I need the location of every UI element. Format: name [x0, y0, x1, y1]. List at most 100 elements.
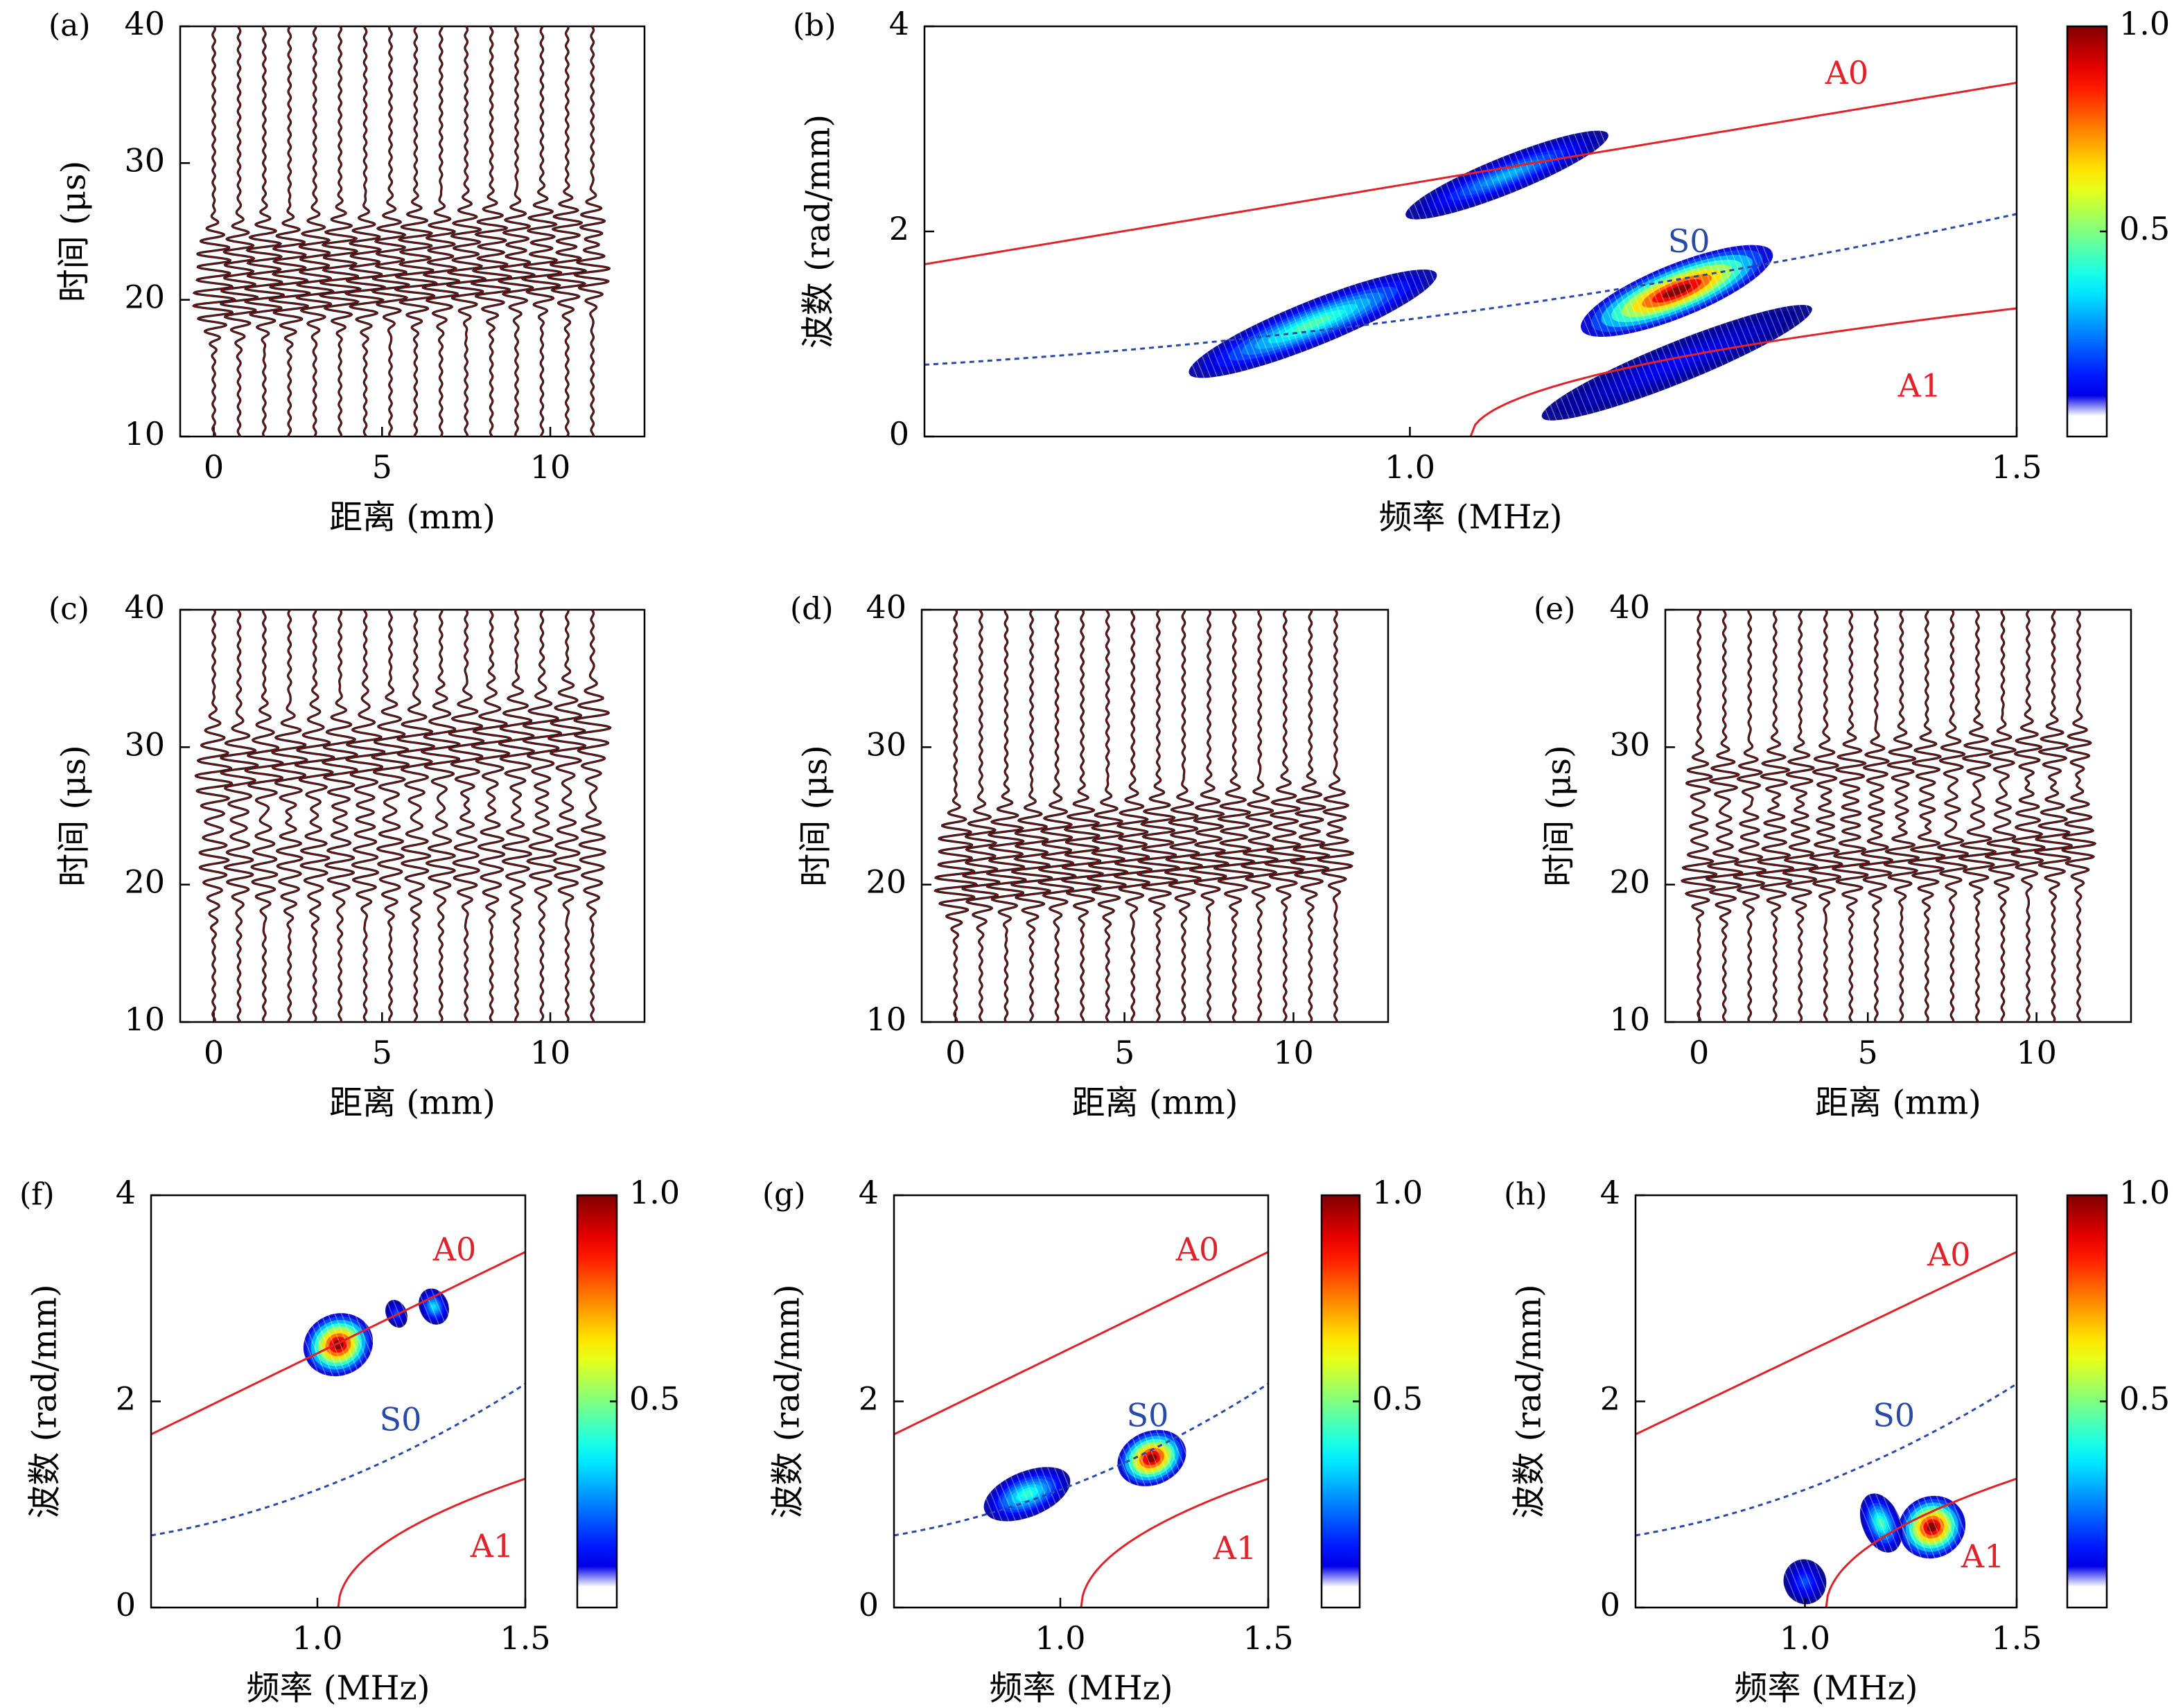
trace-core-1 [220, 26, 258, 437]
blob-stripe [1709, 248, 1731, 299]
blob-stripe [1313, 299, 1331, 342]
blob-stripe [1290, 308, 1308, 351]
energy-blob [1180, 254, 1441, 395]
blob-stripe [1721, 243, 1742, 294]
trace-core-10 [448, 609, 484, 1023]
blob-stripe [1203, 343, 1221, 386]
x-tick-label: 5 [372, 448, 392, 486]
x-tick-label: 1.5 [1991, 448, 2042, 486]
trace-core-14 [548, 609, 586, 1023]
y-tick-label: 0 [1600, 1586, 1620, 1623]
trace-core-15 [2062, 609, 2096, 1023]
blob-stripe [1155, 1427, 1176, 1478]
blob-stripe [1548, 138, 1563, 173]
trace-core-8 [397, 609, 435, 1023]
trace-core-6 [1832, 609, 1870, 1023]
blob-stripe [1787, 1563, 1806, 1607]
s0-curve [151, 1382, 525, 1537]
blob-stripe [981, 1488, 1000, 1531]
blob-stripe [436, 1285, 451, 1321]
y-tick-label: 20 [124, 279, 165, 316]
x-tick-label: 1.0 [292, 1619, 342, 1657]
mode-label-a1: A1 [1961, 1538, 2005, 1575]
blob-stripe [1473, 168, 1489, 203]
blob-stripe [1726, 241, 1748, 292]
plot-frame [923, 25, 2018, 438]
y-tick-label: 2 [1600, 1380, 1620, 1418]
blob-stripe [1701, 330, 1718, 369]
blob-stripe [1588, 297, 1609, 348]
trace-core-11 [472, 609, 511, 1023]
a1-curve [1469, 307, 2017, 437]
blob-stripe [1295, 306, 1314, 349]
blob-stripe [1595, 119, 1610, 154]
blob-stripe [1776, 1568, 1795, 1608]
trace-core-10 [1190, 609, 1229, 1023]
blob-stripe [424, 1289, 439, 1325]
x-axis-label: 距离 (mm) [329, 1084, 496, 1122]
panel-label: (c) [49, 592, 89, 627]
blob-stripe [1684, 337, 1701, 376]
trace-13 [2010, 609, 2046, 1023]
blob-stripe [1131, 1436, 1153, 1488]
blob-stripe [1634, 279, 1656, 329]
blob-stripe [1520, 149, 1535, 184]
x-tick-label: 5 [372, 1034, 392, 1071]
blob-stripe [1880, 1489, 1905, 1548]
blob-stripe [1051, 1459, 1069, 1502]
blob-stripe [1686, 258, 1708, 308]
blob-stripe [1016, 1473, 1035, 1517]
x-tick-label: 0 [204, 1034, 224, 1071]
blob-stripe [1404, 196, 1419, 231]
blob-stripe [1534, 398, 1550, 437]
plot-frame [920, 608, 1389, 1023]
blob-stripe [1444, 179, 1459, 215]
blob-stripe [1180, 352, 1198, 395]
trace-core-12 [499, 609, 534, 1023]
y-tick-label: 40 [124, 5, 165, 42]
blob-level [1294, 315, 1332, 332]
y-axis-label: 波数 (rad/mm) [769, 1284, 807, 1518]
mode-label-s0: S0 [380, 1400, 422, 1438]
trace-core-7 [1114, 609, 1152, 1023]
y-axis-label: 时间 (μs) [796, 745, 835, 887]
panel-f: A0 S0 A1 1.0 1.5 0 2 4 频率 (MHz) 波数 (rad/mm) (f) 0.5… [19, 1174, 680, 1708]
x-tick-label: 10 [2016, 1034, 2057, 1071]
colorbar-tick-label: 0.5 [2119, 1380, 2170, 1418]
blob-stripe [1365, 278, 1383, 320]
trace-core-0 [193, 26, 236, 437]
blob-stripe [1243, 326, 1262, 369]
blob-stripe [1557, 388, 1573, 428]
blob-stripe [1484, 164, 1500, 199]
blob-stripe [1427, 186, 1442, 222]
blob-stripe [1525, 147, 1541, 182]
colorbar-tick-label: 0.5 [629, 1380, 680, 1418]
blob-stripe [430, 1287, 446, 1323]
blob-stripe [1467, 170, 1483, 206]
trace-core-8 [1884, 609, 1920, 1023]
trace-core-12 [498, 26, 535, 437]
blob-stripe [1491, 161, 1506, 196]
blob-stripe [1911, 1502, 1936, 1560]
trace-core-15 [1317, 609, 1353, 1023]
blob-stripe [1056, 1457, 1075, 1500]
trace-core-7 [371, 26, 410, 437]
mode-label-s0: S0 [1127, 1396, 1169, 1434]
blob-stripe [1608, 367, 1626, 407]
panel-c: 0 5 10 10 20 30 40 距离 (mm) 时间 (μs) (c) [49, 588, 646, 1122]
trace-core-4 [296, 26, 334, 437]
blob-stripe [1733, 239, 1754, 290]
trace-core-6 [346, 609, 385, 1023]
trace-core-2 [245, 609, 283, 1023]
trace-core-14 [1290, 609, 1330, 1023]
plot-frame [179, 25, 646, 438]
trace-core-11 [1214, 609, 1255, 1023]
blob-stripe [1577, 126, 1593, 161]
trace-core-12 [1241, 609, 1278, 1023]
panel-b: A0 S0 A1 1.0 1.5 0 2 4 频率 (MHz) 波数 (rad/mm) (b) 0.5… [793, 5, 2170, 537]
y-tick-label: 4 [889, 5, 909, 42]
blob-stripe [1712, 325, 1730, 364]
blob-stripe [1411, 259, 1430, 301]
panel-label: (f) [19, 1177, 55, 1213]
